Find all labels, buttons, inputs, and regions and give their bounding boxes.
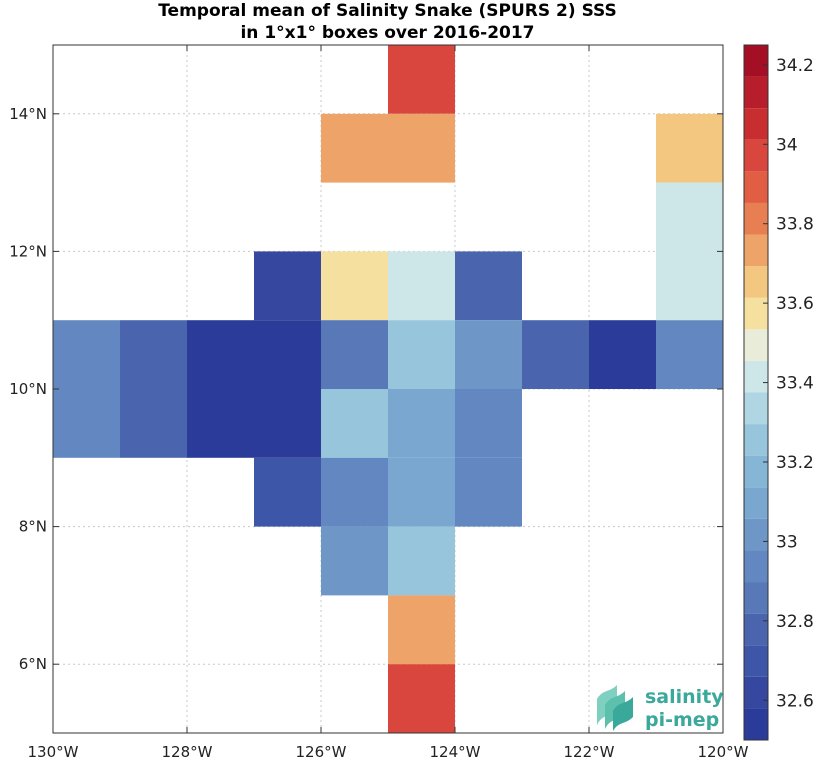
salinity-cell: [388, 389, 455, 458]
salinity-cell: [455, 457, 522, 527]
y-tick-label: 12°N: [9, 242, 47, 260]
colorbar-segment: [744, 708, 768, 740]
salinity-cell: [120, 389, 187, 458]
colorbar-segment: [744, 108, 768, 140]
x-tick-label: 128°W: [162, 743, 213, 761]
colorbar-segment: [744, 45, 768, 77]
salinity-cell: [455, 320, 522, 389]
title-line-2: in 1°x1° boxes over 2016-2017: [240, 23, 535, 43]
colorbar-segment: [744, 329, 768, 361]
logo-line-1: salinity: [645, 686, 724, 708]
salinity-cell: [388, 45, 455, 114]
colorbar-segment: [744, 424, 768, 456]
salinity-cell: [388, 526, 455, 596]
salinity-cell: [388, 320, 455, 389]
x-tick-label: 122°W: [564, 743, 615, 761]
salinity-cell: [321, 320, 388, 389]
salinity-cell: [388, 457, 455, 527]
colorbar-tick-label: 32.6: [776, 691, 814, 711]
colorbar-segment: [744, 76, 768, 109]
x-tick-label: 126°W: [296, 743, 347, 761]
colorbar-tick-label: 33.8: [776, 215, 814, 235]
colorbar-segment: [744, 455, 768, 488]
colorbar-tick-label: 33.6: [776, 294, 814, 314]
colorbar-segment: [744, 487, 768, 519]
axis-ticks: 130°W 128°W 126°W 124°W 122°W 120°W 6°N 8°N 10°N…: [9, 45, 749, 761]
colorbar-segment: [744, 550, 768, 583]
salinity-cell: [656, 182, 723, 252]
y-tick-label: 14°N: [9, 105, 47, 123]
chart-title: Temporal mean of Salinity Snake (SPURS 2…: [0, 0, 775, 44]
salinity-cell: [254, 457, 321, 527]
salinity-cell: [187, 320, 254, 389]
y-tick-label: 8°N: [19, 518, 47, 536]
salinity-cells: [53, 45, 723, 733]
colorbar-segment: [744, 582, 768, 614]
colorbar-segment: [744, 171, 768, 203]
colorbar-segment: [744, 392, 768, 425]
colorbar: 32.6 32.8 33 33.2 33.4 33.6 33.8 34 34.2: [743, 44, 814, 741]
logo-line-2: pi-mep: [645, 709, 719, 731]
salinity-cell: [321, 526, 388, 596]
colorbar-tick-label: 33.2: [776, 453, 814, 473]
y-tick-label: 10°N: [9, 380, 47, 398]
colorbar-frame: [743, 44, 769, 741]
salinity-pimep-logo: salinity pi-mep: [597, 685, 724, 731]
logo-waves-icon: [597, 685, 633, 731]
salinity-cell: [254, 320, 321, 389]
x-tick-label: 124°W: [430, 743, 481, 761]
colorbar-segment: [744, 676, 768, 709]
colorbar-segment: [744, 613, 768, 646]
colorbar-segment: [744, 297, 768, 330]
colorbar-segment: [744, 518, 768, 551]
colorbar-tick-label: 34: [776, 135, 798, 155]
colorbar-tick-label: 34.2: [776, 56, 814, 76]
x-tick-label: 130°W: [28, 743, 79, 761]
title-line-1: Temporal mean of Salinity Snake (SPURS 2…: [158, 1, 617, 21]
salinity-cell: [53, 320, 120, 389]
salinity-cell: [388, 664, 455, 733]
salinity-cell: [455, 251, 522, 321]
salinity-cell: [589, 320, 656, 389]
salinity-cell: [656, 113, 723, 183]
salinity-cell: [656, 320, 723, 389]
salinity-cell: [254, 389, 321, 458]
salinity-cell: [388, 251, 455, 321]
salinity-cell: [321, 457, 388, 527]
colorbar-segment: [744, 266, 768, 298]
salinity-cell: [522, 320, 589, 389]
colorbar-segment: [744, 234, 768, 267]
colorbar-segment: [744, 139, 768, 172]
colorbar-tick-label: 33.4: [776, 374, 814, 394]
colorbar-segment: [744, 645, 768, 677]
salinity-cell: [254, 251, 321, 321]
salinity-cell: [656, 251, 723, 321]
salinity-cell: [120, 320, 187, 389]
salinity-cell: [321, 113, 388, 183]
salinity-cell: [455, 389, 522, 458]
salinity-cell: [187, 389, 254, 458]
colorbar-tick-label: 32.8: [776, 612, 814, 632]
salinity-cell: [388, 595, 455, 665]
salinity-cell: [321, 251, 388, 321]
salinity-cell: [53, 389, 120, 458]
salinity-cell: [321, 389, 388, 458]
colorbar-tick-label: 33: [776, 532, 798, 552]
x-tick-label: 120°W: [698, 743, 749, 761]
y-tick-label: 6°N: [19, 655, 47, 673]
colorbar-segment: [744, 360, 768, 393]
colorbar-segment: [744, 202, 768, 235]
salinity-cell: [388, 113, 455, 183]
